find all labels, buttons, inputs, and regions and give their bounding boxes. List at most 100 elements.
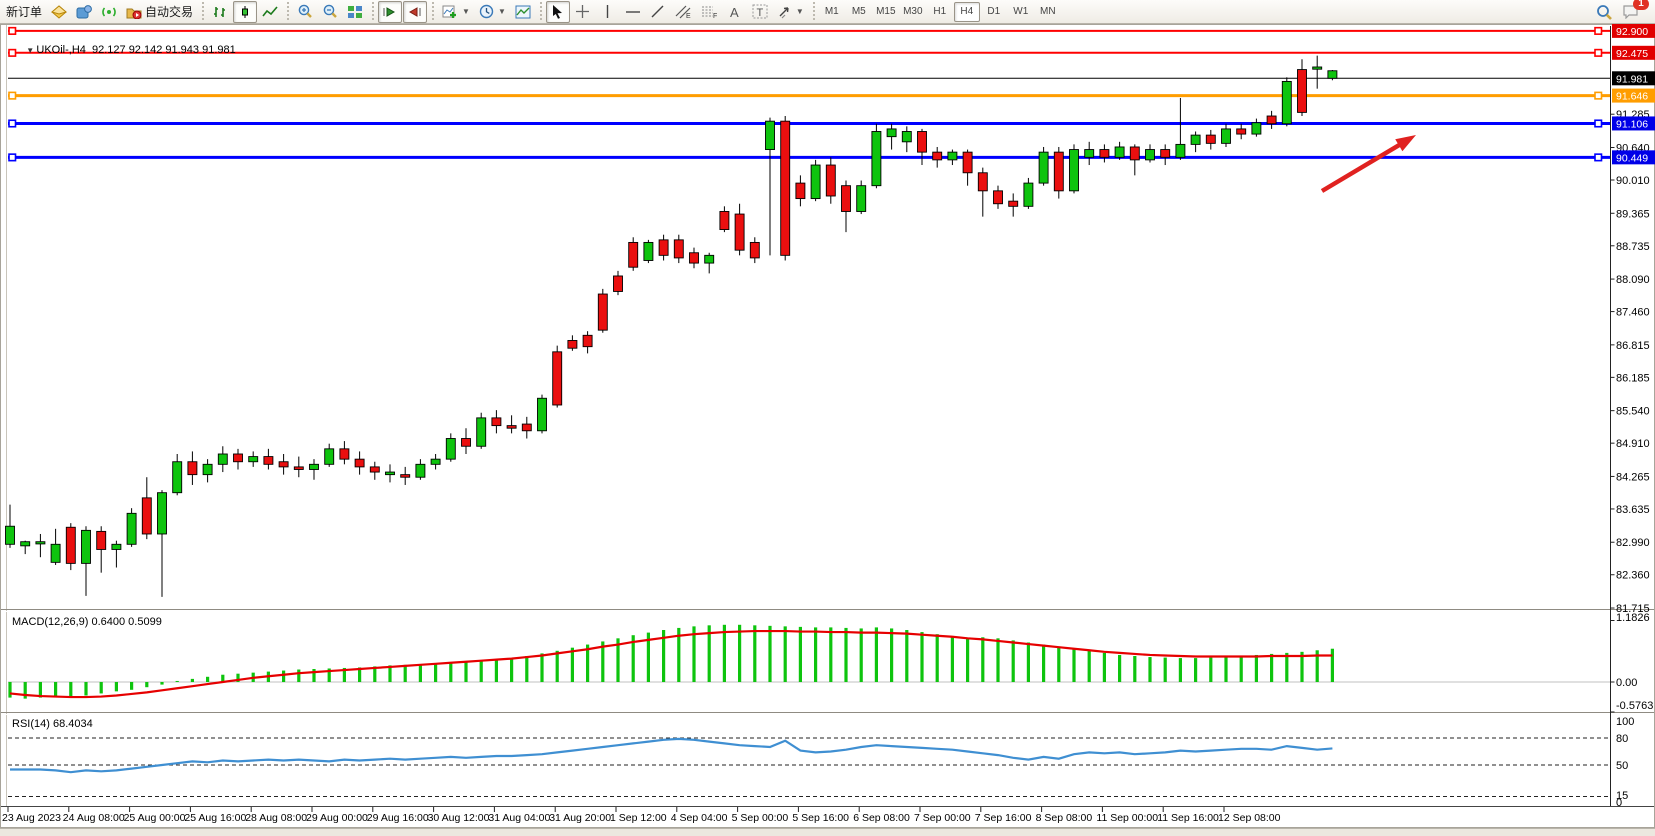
candle-body [385,471,395,476]
candle-body [673,239,684,259]
candle-body [354,458,365,468]
zoom-in-icon[interactable] [293,1,317,23]
price-tick-label: 86.815 [1616,340,1650,352]
dropdown-caret-icon: ▼ [795,7,804,16]
line-handle[interactable] [1594,48,1603,57]
candle-body [1236,128,1247,135]
crosshair-tool-icon[interactable] [571,1,595,23]
time-tick-label: 30 Aug 12:00 [428,812,490,824]
line-handle[interactable] [8,26,17,35]
timeframe-button-m1[interactable]: M1 [824,6,839,17]
candle-body [445,438,456,460]
arrows-tool-button[interactable]: ▼ [773,1,808,23]
candle-body [1053,151,1064,192]
price-tick-label: 81.715 [1616,603,1650,615]
strategy-tester-icon[interactable] [72,1,96,23]
signals-icon[interactable] [97,1,121,23]
time-tick-label: 29 Aug 00:00 [306,812,368,824]
timeframe-button-m5[interactable]: M5 [851,6,866,17]
window-bottom-edge [0,828,1655,836]
toolbar-separator [810,1,816,22]
search-icon[interactable] [1592,1,1617,23]
candle-body [704,254,715,264]
trendline-tool-icon[interactable] [646,1,670,23]
candle-body [309,463,319,470]
line-chart-mode-icon[interactable] [258,1,282,23]
timeframe-button-w1[interactable]: W1 [1013,6,1029,17]
timeframe-button-m30[interactable]: M30 [903,6,923,17]
bar-chart-mode-icon[interactable] [208,1,232,23]
candle-body [50,543,61,563]
timeframe-button-mn[interactable]: MN [1040,6,1056,17]
line-handle[interactable] [8,153,17,162]
annotation-arrow-head[interactable] [1395,135,1416,152]
rsi-tick-label: 0 [1616,797,1622,809]
zoom-out-icon[interactable] [318,1,342,23]
macd-signal-line [9,629,1333,699]
fibonacci-tool-icon[interactable]: F [697,1,722,23]
time-tick-label: 7 Sep 16:00 [975,812,1032,824]
collapse-caret-icon[interactable]: ▼ [26,46,37,55]
candle-body [689,252,699,264]
timeframe-button-d1[interactable]: D1 [987,6,1001,17]
dropdown-caret-icon: ▼ [462,7,470,16]
rsi-label: RSI(14) 68.4034 [12,718,93,730]
notifications-button[interactable]: 1 [1618,0,1649,23]
tile-windows-icon[interactable] [343,1,367,23]
new-order-button[interactable]: 新订单 [2,1,46,23]
horizontal-line-tool-icon[interactable] [621,1,645,23]
indicators-button[interactable]: ▼ [438,1,474,23]
auto-scroll-icon[interactable] [378,0,403,23]
line-handle[interactable] [1594,153,1603,162]
line-handle[interactable] [1594,26,1603,35]
price-badge-91.106 [1612,116,1655,131]
text-label-tool-icon[interactable]: T [748,1,772,23]
price-tick-label: 88.735 [1616,241,1650,253]
candle-body [977,172,988,192]
candle-body [263,456,274,465]
candle-body [111,543,122,550]
timeframe-button-h4[interactable]: H4 [953,1,980,22]
indicators-icon [442,5,457,18]
templates-icon[interactable] [511,1,535,23]
line-handle[interactable] [1594,119,1603,128]
line-handle[interactable] [8,48,17,57]
autotrade-button[interactable]: 自动交易 [122,1,197,23]
periods-button[interactable]: ▼ [475,1,510,23]
candle-body [643,241,654,261]
timeframe-button-m15[interactable]: M15 [876,6,896,17]
line-handle[interactable] [8,119,17,128]
timeframe-button-h1[interactable]: H1 [933,6,947,17]
svg-text:F: F [713,13,717,19]
annotation-arrow-shaft[interactable] [1320,141,1404,193]
vertical-line-tool-icon[interactable] [596,1,620,23]
time-tick-label: 11 Sep 00:00 [1096,812,1158,824]
price-badge-91.646 [1612,88,1655,103]
metaeditor-icon[interactable] [47,1,71,23]
time-tick-label: 25 Aug 00:00 [124,812,186,824]
chart-shift-icon[interactable] [403,0,428,23]
text-tool-icon[interactable]: A [723,1,747,23]
time-tick-label: 5 Sep 16:00 [792,812,849,824]
cursor-tool-icon[interactable] [545,0,570,23]
candle-body [1327,70,1338,79]
line-handle[interactable] [1594,91,1603,100]
chart-title: ▼ UKOil-,H4 92.127 92.142 91.943 91.981 [14,32,236,68]
price-tick-label: 82.360 [1616,570,1650,582]
chart-canvas[interactable]: 91.28590.64090.01089.36588.73588.09087.4… [0,24,1655,836]
time-tick-label: 4 Sep 04:00 [671,812,728,824]
toolbar-separator [200,1,206,22]
candle-body [1221,128,1231,144]
candle-body [187,461,198,476]
rsi-tick-label: 50 [1616,760,1628,772]
toolbar-separator [285,1,291,22]
candle-body [765,120,775,151]
price-badge-92.475 [1612,45,1655,60]
candlestick-mode-icon[interactable] [233,0,258,23]
line-handle[interactable] [8,91,17,100]
time-tick-label: 29 Aug 16:00 [367,812,429,824]
price-tick-label: 90.010 [1616,175,1650,187]
candle-body [1038,151,1049,184]
equidistant-channel-tool-icon[interactable]: E [671,1,696,23]
candle-body [415,463,426,478]
